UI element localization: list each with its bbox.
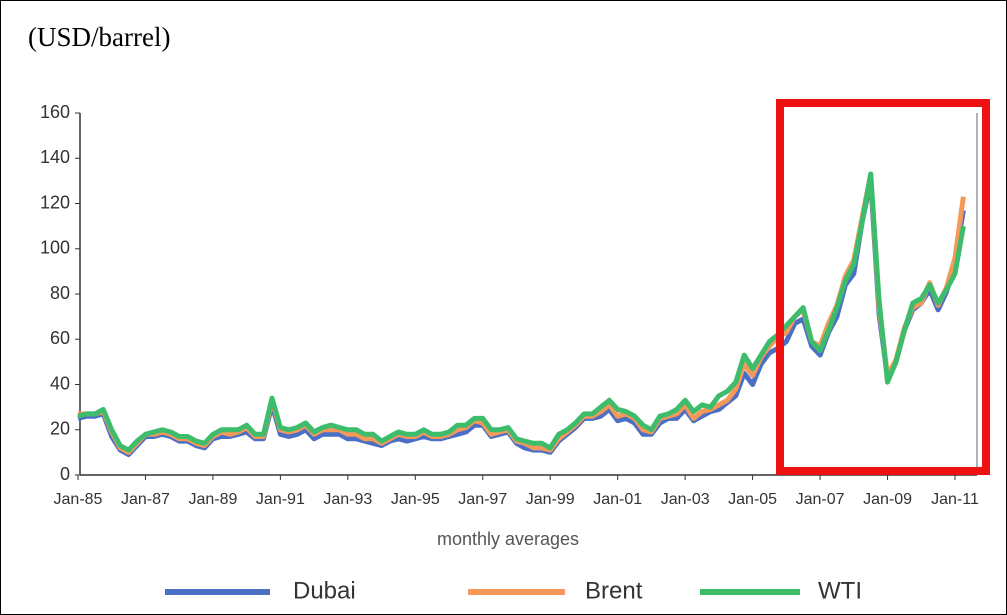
- x-tick-label: Jan-87: [121, 491, 170, 508]
- x-tick-label: Jan-93: [323, 491, 372, 508]
- x-tick-label: Jan-89: [188, 491, 237, 508]
- highlight-box: [776, 99, 990, 475]
- y-tick-label: 120: [40, 192, 70, 212]
- legend-label: Dubai: [293, 577, 356, 604]
- series-line: [77, 171, 966, 453]
- y-tick-label: 140: [40, 147, 70, 167]
- x-tick-label: Jan-03: [661, 491, 710, 508]
- x-tick-label: Jan-85: [54, 491, 103, 508]
- x-axis-label: monthly averages: [437, 529, 579, 549]
- chart-title: (USD/barrel): [28, 22, 170, 52]
- y-tick-label: 40: [50, 373, 70, 393]
- x-tick-label: Jan-05: [728, 491, 777, 508]
- x-tick-label: Jan-11: [931, 491, 979, 508]
- y-tick-label: 0: [60, 464, 70, 484]
- x-tick-label: Jan-95: [391, 491, 440, 508]
- y-tick-label: 100: [40, 238, 70, 258]
- x-tick-label: Jan-97: [458, 491, 507, 508]
- series-line: [77, 178, 966, 458]
- x-tick-label: Jan-07: [796, 491, 845, 508]
- x-tick-label: Jan-91: [256, 491, 305, 508]
- y-tick-label: 160: [40, 102, 70, 122]
- x-tick-label: Jan-01: [593, 491, 642, 508]
- y-tick-label: 60: [50, 328, 70, 348]
- y-tick-label: 20: [50, 419, 70, 439]
- legend-label: Brent: [585, 577, 643, 604]
- legend-label: WTI: [818, 577, 862, 604]
- x-tick-label: Jan-99: [526, 491, 575, 508]
- y-tick-label: 80: [50, 283, 70, 303]
- x-tick-label: Jan-09: [863, 491, 912, 508]
